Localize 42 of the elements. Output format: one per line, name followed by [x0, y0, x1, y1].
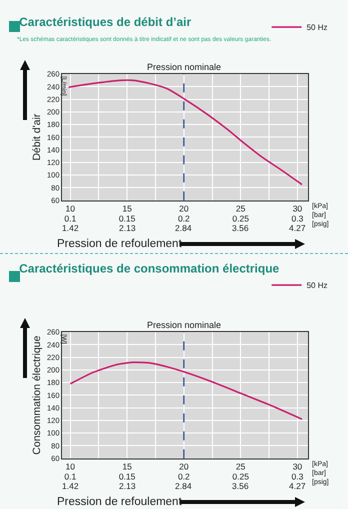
x-tick-label: 10 [66, 204, 76, 214]
x-tick-label: 30 [292, 462, 302, 472]
line-series [68, 79, 303, 186]
line-series [69, 361, 303, 420]
x2-tick-label: 0.2 [178, 213, 190, 224]
x2-tick-label: 0.15 [118, 471, 136, 482]
x2-tick-label: 0.2 [178, 471, 190, 482]
text: 2.84 [175, 223, 192, 233]
x2-tick-label: 0.3 [292, 471, 304, 482]
x2-tick-label: 0.15 [118, 213, 136, 224]
ref-line-label: Pression nominale [147, 320, 222, 330]
x-tick-label: 25 [236, 204, 246, 214]
text: 3.56 [232, 223, 249, 233]
ref-line-label: Pression nominale [147, 62, 222, 72]
legend-label: 50 Hz [306, 281, 328, 290]
x-tick-label: 10 [66, 462, 76, 472]
x2-tick-label: 0.3 [292, 213, 304, 224]
x2-tick-label: 0.25 [232, 471, 250, 482]
x-axis-title: Pression de refoulement [57, 496, 182, 508]
x-tick-label: 15 [122, 462, 132, 472]
text: 3.56 [232, 481, 249, 491]
text: 2.13 [119, 481, 136, 491]
text: 4.27 [289, 223, 306, 233]
x2-tick-label: 0.1 [64, 471, 76, 482]
x2-tick-label: 0.1 [64, 213, 76, 224]
x-tick-label: 25 [236, 462, 246, 472]
x2-tick-label: 0.25 [232, 213, 250, 224]
legend-label: 50 Hz [306, 23, 328, 32]
text: 4.27 [289, 481, 306, 491]
x-tick-label: 20 [179, 204, 189, 214]
x-tick-label: 20 [179, 462, 189, 472]
x-axis-title: Pression de refoulement [57, 238, 182, 250]
y-axis-title: Consommation électrique [30, 335, 43, 455]
y-axis-title: Débit d'air [30, 113, 43, 161]
chart-title: Caractéristiques de débit d’air [19, 14, 192, 29]
text: 1.42 [62, 223, 79, 233]
text: 2.13 [119, 223, 136, 233]
chart-title: Caractéristiques de consommation électrique [19, 262, 280, 276]
text: 1.42 [62, 481, 79, 491]
x-tick-label: 30 [292, 204, 302, 214]
text: 2.84 [175, 481, 192, 491]
x-tick-label: 15 [122, 204, 132, 214]
